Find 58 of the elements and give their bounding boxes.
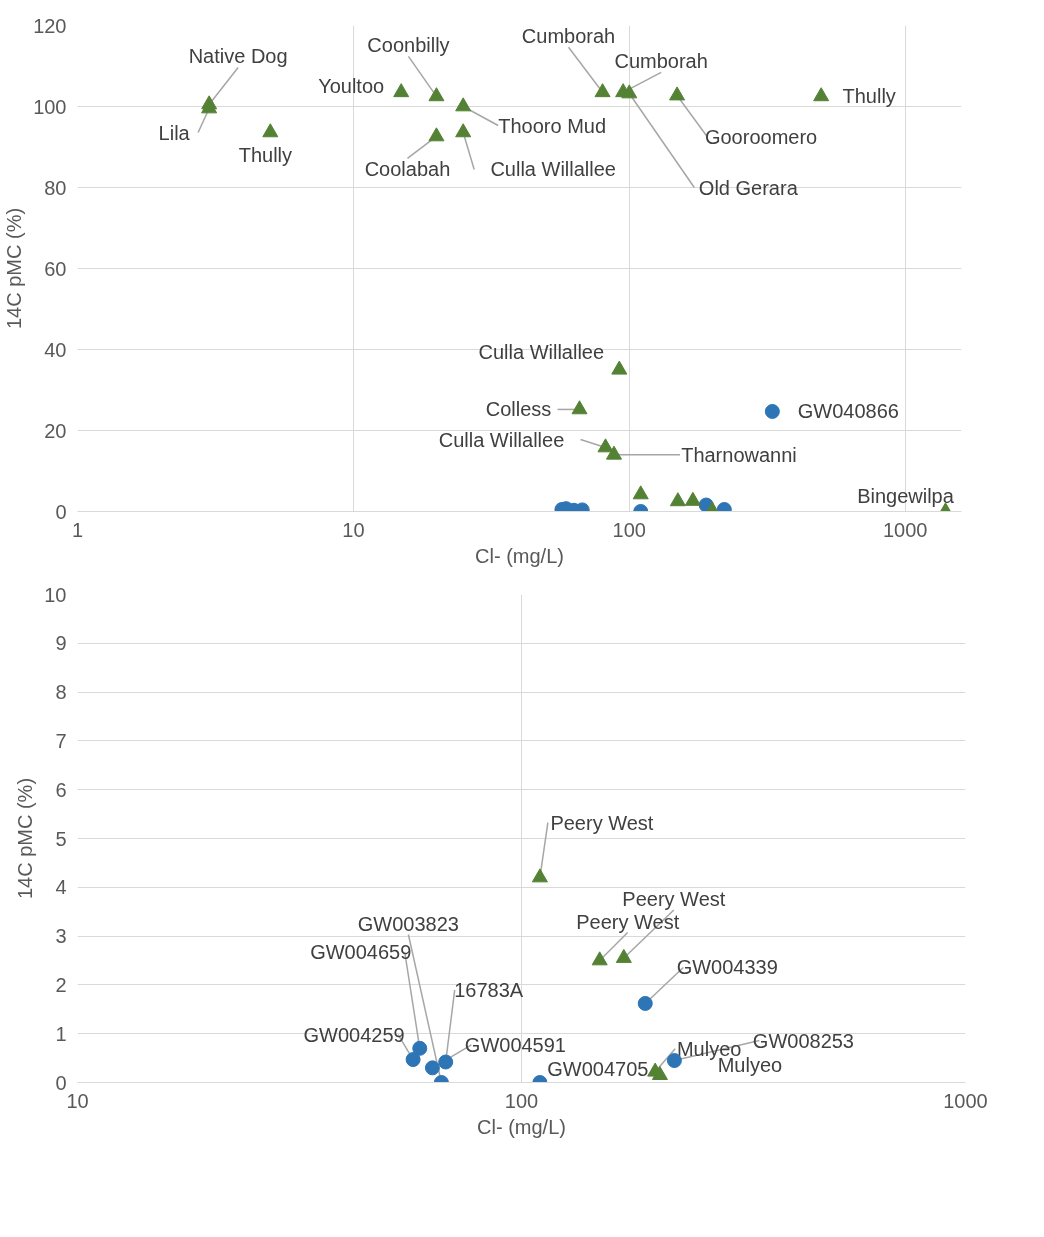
y-tick-label: 10 [44, 583, 67, 606]
annotation: Coolabah [364, 158, 451, 181]
annotation: GW003823 [357, 912, 459, 935]
annotation: Lila [158, 121, 191, 144]
annotation: Culla Willallee [478, 340, 605, 363]
annotation: GW004705 [547, 1057, 649, 1080]
y-tick-label: 20 [44, 419, 67, 442]
annotation: GW004259 [303, 1023, 405, 1046]
y-tick-label: 0 [55, 1071, 67, 1094]
y-tick-label: 60 [44, 257, 67, 280]
y-tick-label: 3 [55, 925, 67, 948]
annotation: Colless [485, 398, 552, 421]
x-tick-label: 10 [342, 518, 365, 541]
x-axis-title: Cl- (mg/L) [477, 1115, 566, 1138]
y-axis-title: 14C pMC (%) [3, 207, 26, 330]
annotation: Native Dog [188, 45, 288, 68]
annotation: GW004591 [464, 1033, 566, 1056]
annotation: Coonbilly [367, 34, 450, 57]
annotation: Cumborah [521, 25, 616, 48]
y-tick-label: 0 [55, 500, 67, 523]
x-tick-label: 100 [612, 518, 646, 541]
annotation: Bingewilpa [857, 484, 955, 507]
annotation: GW004339 [676, 956, 778, 979]
x-tick-label: 100 [504, 1089, 539, 1112]
annotation: Gooroomero [704, 125, 818, 148]
annotation: Cumborah [614, 50, 708, 73]
x-tick-label: 1000 [882, 518, 928, 541]
y-tick-label: 2 [55, 973, 67, 996]
annotation: Culla Willallee [438, 428, 565, 451]
annotation: GW004659 [310, 941, 412, 964]
y-tick-label: 1 [55, 1022, 67, 1045]
annotation: Youltoo [318, 75, 385, 98]
annotation: Thully [842, 85, 896, 108]
x-axis-title: Cl- (mg/L) [475, 544, 564, 567]
annotation: GW008253 [752, 1029, 854, 1052]
annotation: Thooro Mud [498, 114, 607, 137]
annotation: Culla Willallee [490, 158, 616, 181]
y-tick-label: 9 [55, 632, 67, 655]
y-tick-label: 80 [44, 176, 67, 199]
x-tick-label: 1000 [943, 1089, 988, 1112]
y-tick-label: 5 [55, 827, 67, 850]
y-tick-label: 120 [33, 14, 67, 37]
annotation: Peery West [550, 811, 654, 834]
annotation: Peery West [622, 888, 726, 911]
annotation: GW040866 [797, 400, 899, 423]
annotation: Peery West [576, 910, 680, 933]
annotation: Thully [238, 144, 293, 167]
annotation: 16783A [454, 979, 524, 1001]
y-axis-title: 14C pMC (%) [14, 777, 37, 900]
y-tick-label: 40 [44, 338, 67, 361]
annotation: Old Gerara [698, 176, 799, 199]
y-tick-label: 100 [33, 95, 67, 118]
y-tick-label: 8 [55, 681, 67, 704]
y-tick-label: 6 [55, 778, 67, 801]
y-tick-label: 7 [55, 729, 67, 752]
annotation: Tharnowanni [681, 443, 797, 466]
x-tick-label: 1 [71, 518, 84, 541]
y-tick-label: 4 [55, 876, 67, 899]
